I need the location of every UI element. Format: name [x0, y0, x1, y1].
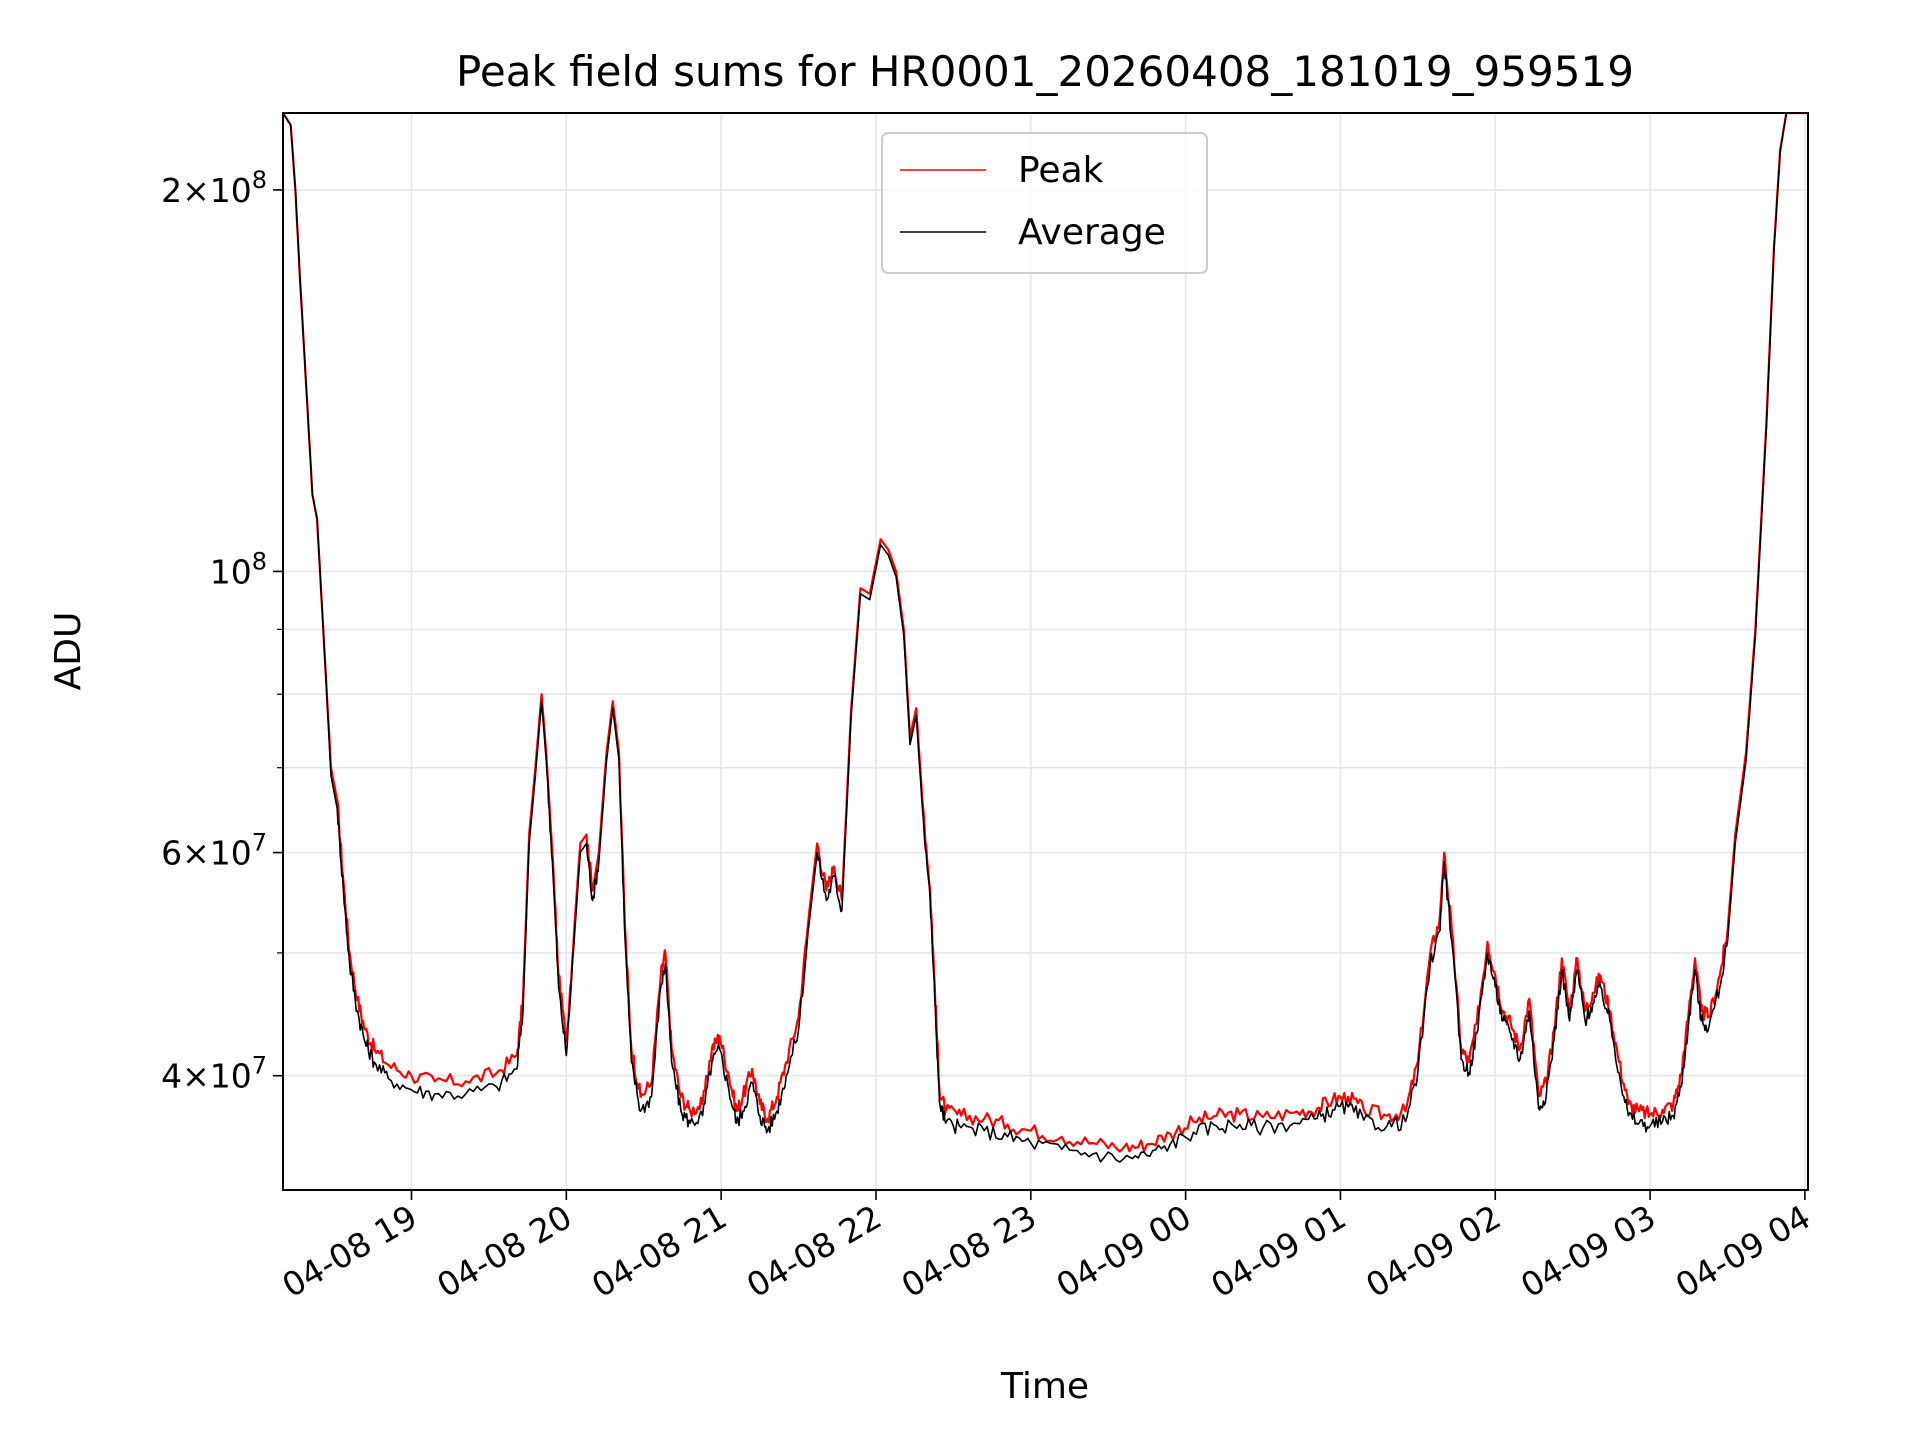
y-axis-label: ADU — [48, 612, 89, 691]
legend: Peak Average — [881, 132, 1208, 274]
y-tick-label: 6×107 — [161, 829, 267, 873]
y-tick-label: 2×108 — [161, 166, 267, 210]
plot-frame — [282, 112, 1809, 1191]
x-axis-label: Time — [1000, 1366, 1089, 1407]
y-axis: 4×107 6×107 108 2×108 — [161, 166, 283, 1096]
y-tick-label: 4×107 — [161, 1052, 267, 1096]
legend-label-peak: Peak — [1018, 150, 1104, 191]
series-line-average — [283, 113, 1808, 1163]
chart-title: Peak field sums for HR0001_20260408_1810… — [456, 47, 1634, 96]
series-group — [283, 113, 1808, 1163]
legend-label-average: Average — [1018, 212, 1166, 253]
y-tick-label: 108 — [210, 547, 267, 591]
legend-box — [881, 132, 1208, 274]
